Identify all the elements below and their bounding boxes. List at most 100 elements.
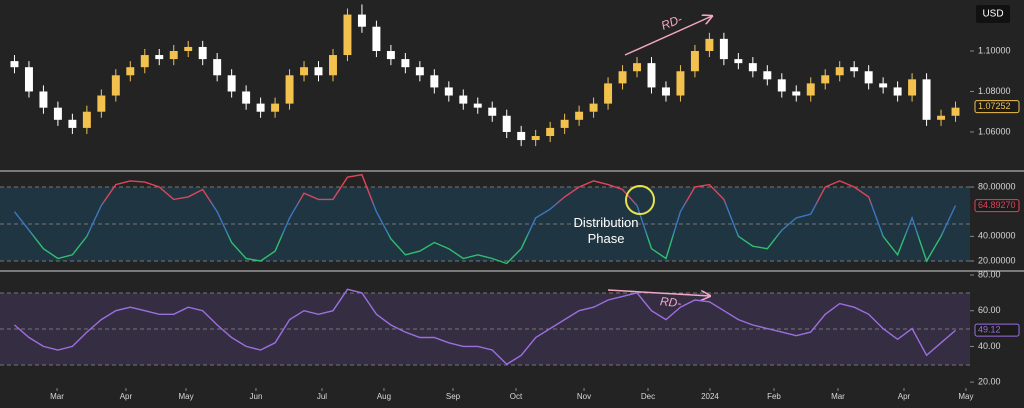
candle-body [777,79,786,92]
candle-body [633,63,641,72]
candle-body [155,55,164,60]
candle-body [546,127,555,136]
candle-body [705,38,714,51]
last-value-label: 64.89270 [978,200,1016,210]
candle-body [821,75,830,84]
candle-body [806,83,815,96]
candle-body [531,136,540,141]
candle-body [937,115,946,120]
x-tick-label: Apr [898,392,911,401]
candle-body [444,87,453,96]
x-tick-label: Oct [510,392,523,401]
candle-body [415,67,424,76]
candle-body [68,119,77,128]
last-value-box [974,100,1020,114]
divergence-arrow [624,16,712,56]
candle-body [618,71,627,84]
candle-body [357,14,366,27]
candle-body [589,103,598,112]
currency: USD [982,9,1003,20]
candle-body [893,87,902,96]
last-value-box [974,199,1020,213]
x-tick-label: Nov [577,392,591,401]
x-tick-label: Apr [120,392,133,401]
y-tick-label: 40.00000 [978,231,1016,241]
series-line [14,288,956,366]
candle-body [922,79,931,120]
candle-body [39,91,48,108]
annotation: RD- [659,294,682,310]
candle-body [184,46,193,51]
candle-body [560,119,569,128]
candle-body [401,59,410,68]
x-tick-label: Aug [377,392,391,401]
divergence-arrow [607,289,710,296]
y-tick-label: 20.00000 [978,255,1016,265]
x-tick-label: May [958,392,973,401]
candle-body [604,83,613,104]
last-value-label: 1.07252 [978,101,1011,111]
candle-body [111,75,120,96]
candle-body [647,63,656,88]
y-tick-label: 1.06000 [978,126,1011,136]
candle-body [271,103,280,112]
y-tick-label: 1.08000 [978,86,1011,96]
candle-body [879,83,888,88]
candle-body [517,131,526,141]
candle-body [82,111,91,128]
candle-body [676,71,685,96]
candle-body [951,107,960,116]
x-tick-label: Jun [250,392,263,401]
candle-body [908,79,917,96]
highlight-circle [625,185,655,215]
currency-box [976,5,1010,23]
candle-body [242,91,251,104]
candle-body [763,71,772,80]
candle-body [256,103,265,112]
last-value-label: 49.12 [978,325,1001,335]
y-tick-label: 80.00000 [978,181,1016,191]
candle-body [835,67,844,76]
candle-body [198,46,207,60]
x-tick-label: Feb [767,392,781,401]
candle-body [97,95,106,112]
candle-body [300,67,309,76]
candle-body [502,115,511,132]
candle-body [386,51,395,60]
annotation: Distribution Phase [573,215,639,246]
candle-body [575,111,584,120]
candle-body [430,75,439,88]
last-value-box [974,323,1020,337]
candle-body [343,14,352,56]
candle-body [748,63,757,72]
x-tick-label: May [178,392,193,401]
x-tick-label: Dec [641,392,655,401]
candle-body [24,67,33,92]
series-line [13,173,957,265]
candle-body [792,91,801,96]
candle-body [169,51,178,60]
candle-body [140,55,149,68]
x-tick-label: Sep [446,392,461,401]
candle-body [227,75,236,92]
candle-body [473,103,482,108]
candle-body [213,59,222,76]
y-tick-label: 60.00 [978,305,1001,315]
x-tick-label: Mar [831,392,845,401]
y-tick-label: 20.00 [978,376,1001,386]
y-tick-label: 1.10000 [978,45,1011,55]
candle-body [850,67,859,72]
x-tick-label: Mar [50,392,64,401]
band-lines [0,186,970,366]
y-tick-label: 80.00 [978,269,1001,279]
candle-body [719,38,728,60]
y-tick-label: 40.00 [978,341,1001,351]
x-tick-label: Jul [317,392,327,401]
candle-body [864,71,873,84]
candle-body [126,67,135,76]
candle-body [329,55,337,76]
candle-body [488,107,497,116]
candle-body [285,75,294,104]
